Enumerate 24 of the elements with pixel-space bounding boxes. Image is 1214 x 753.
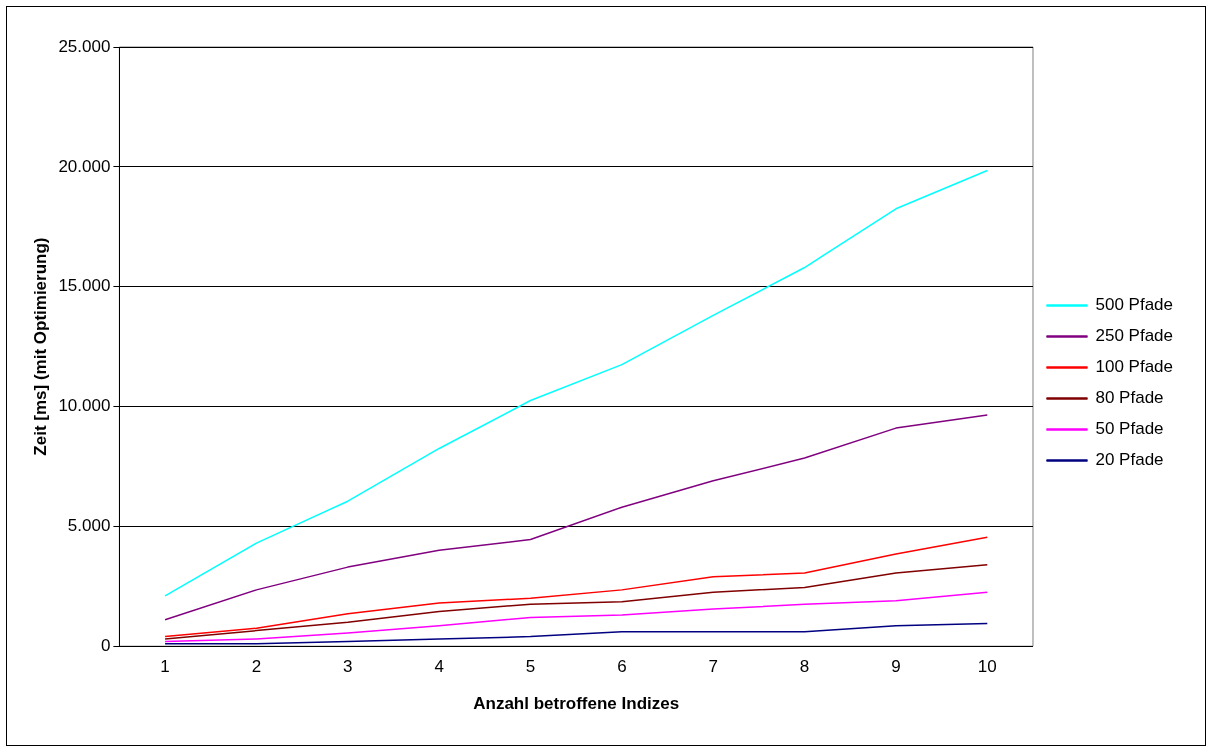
y-tick-label: 25.000 <box>58 36 111 56</box>
x-tick-label: 7 <box>708 657 718 677</box>
y-tick-label: 15.000 <box>58 276 111 296</box>
y-tick-label: 0 <box>100 635 111 655</box>
x-tick-label: 6 <box>617 657 627 677</box>
x-tick-label: 2 <box>251 657 262 677</box>
legend-label: 20 Pfade <box>1095 450 1164 470</box>
x-tick-label: 9 <box>891 657 901 677</box>
x-axis-title: Anzahl betroffene Indizes <box>473 694 680 714</box>
legend-label: 250 Pfade <box>1095 326 1173 346</box>
x-tick-label: 4 <box>434 657 444 677</box>
x-tick-label: 10 <box>977 657 997 677</box>
legend-label: 500 Pfade <box>1095 295 1173 315</box>
x-tick-label: 5 <box>525 657 536 677</box>
y-tick-label: 5.000 <box>67 516 111 536</box>
legend-label: 80 Pfade <box>1095 388 1164 408</box>
x-tick-label: 8 <box>799 657 810 677</box>
x-tick-label: 3 <box>343 657 353 677</box>
y-tick-label: 10.000 <box>58 396 111 416</box>
x-tick-label: 1 <box>160 657 170 677</box>
legend-label: 100 Pfade <box>1095 357 1173 377</box>
legend-label: 50 Pfade <box>1095 419 1164 439</box>
y-axis-title: Zeit [ms] (mit Optimierung) <box>30 237 50 456</box>
y-tick-label: 20.000 <box>58 156 111 176</box>
